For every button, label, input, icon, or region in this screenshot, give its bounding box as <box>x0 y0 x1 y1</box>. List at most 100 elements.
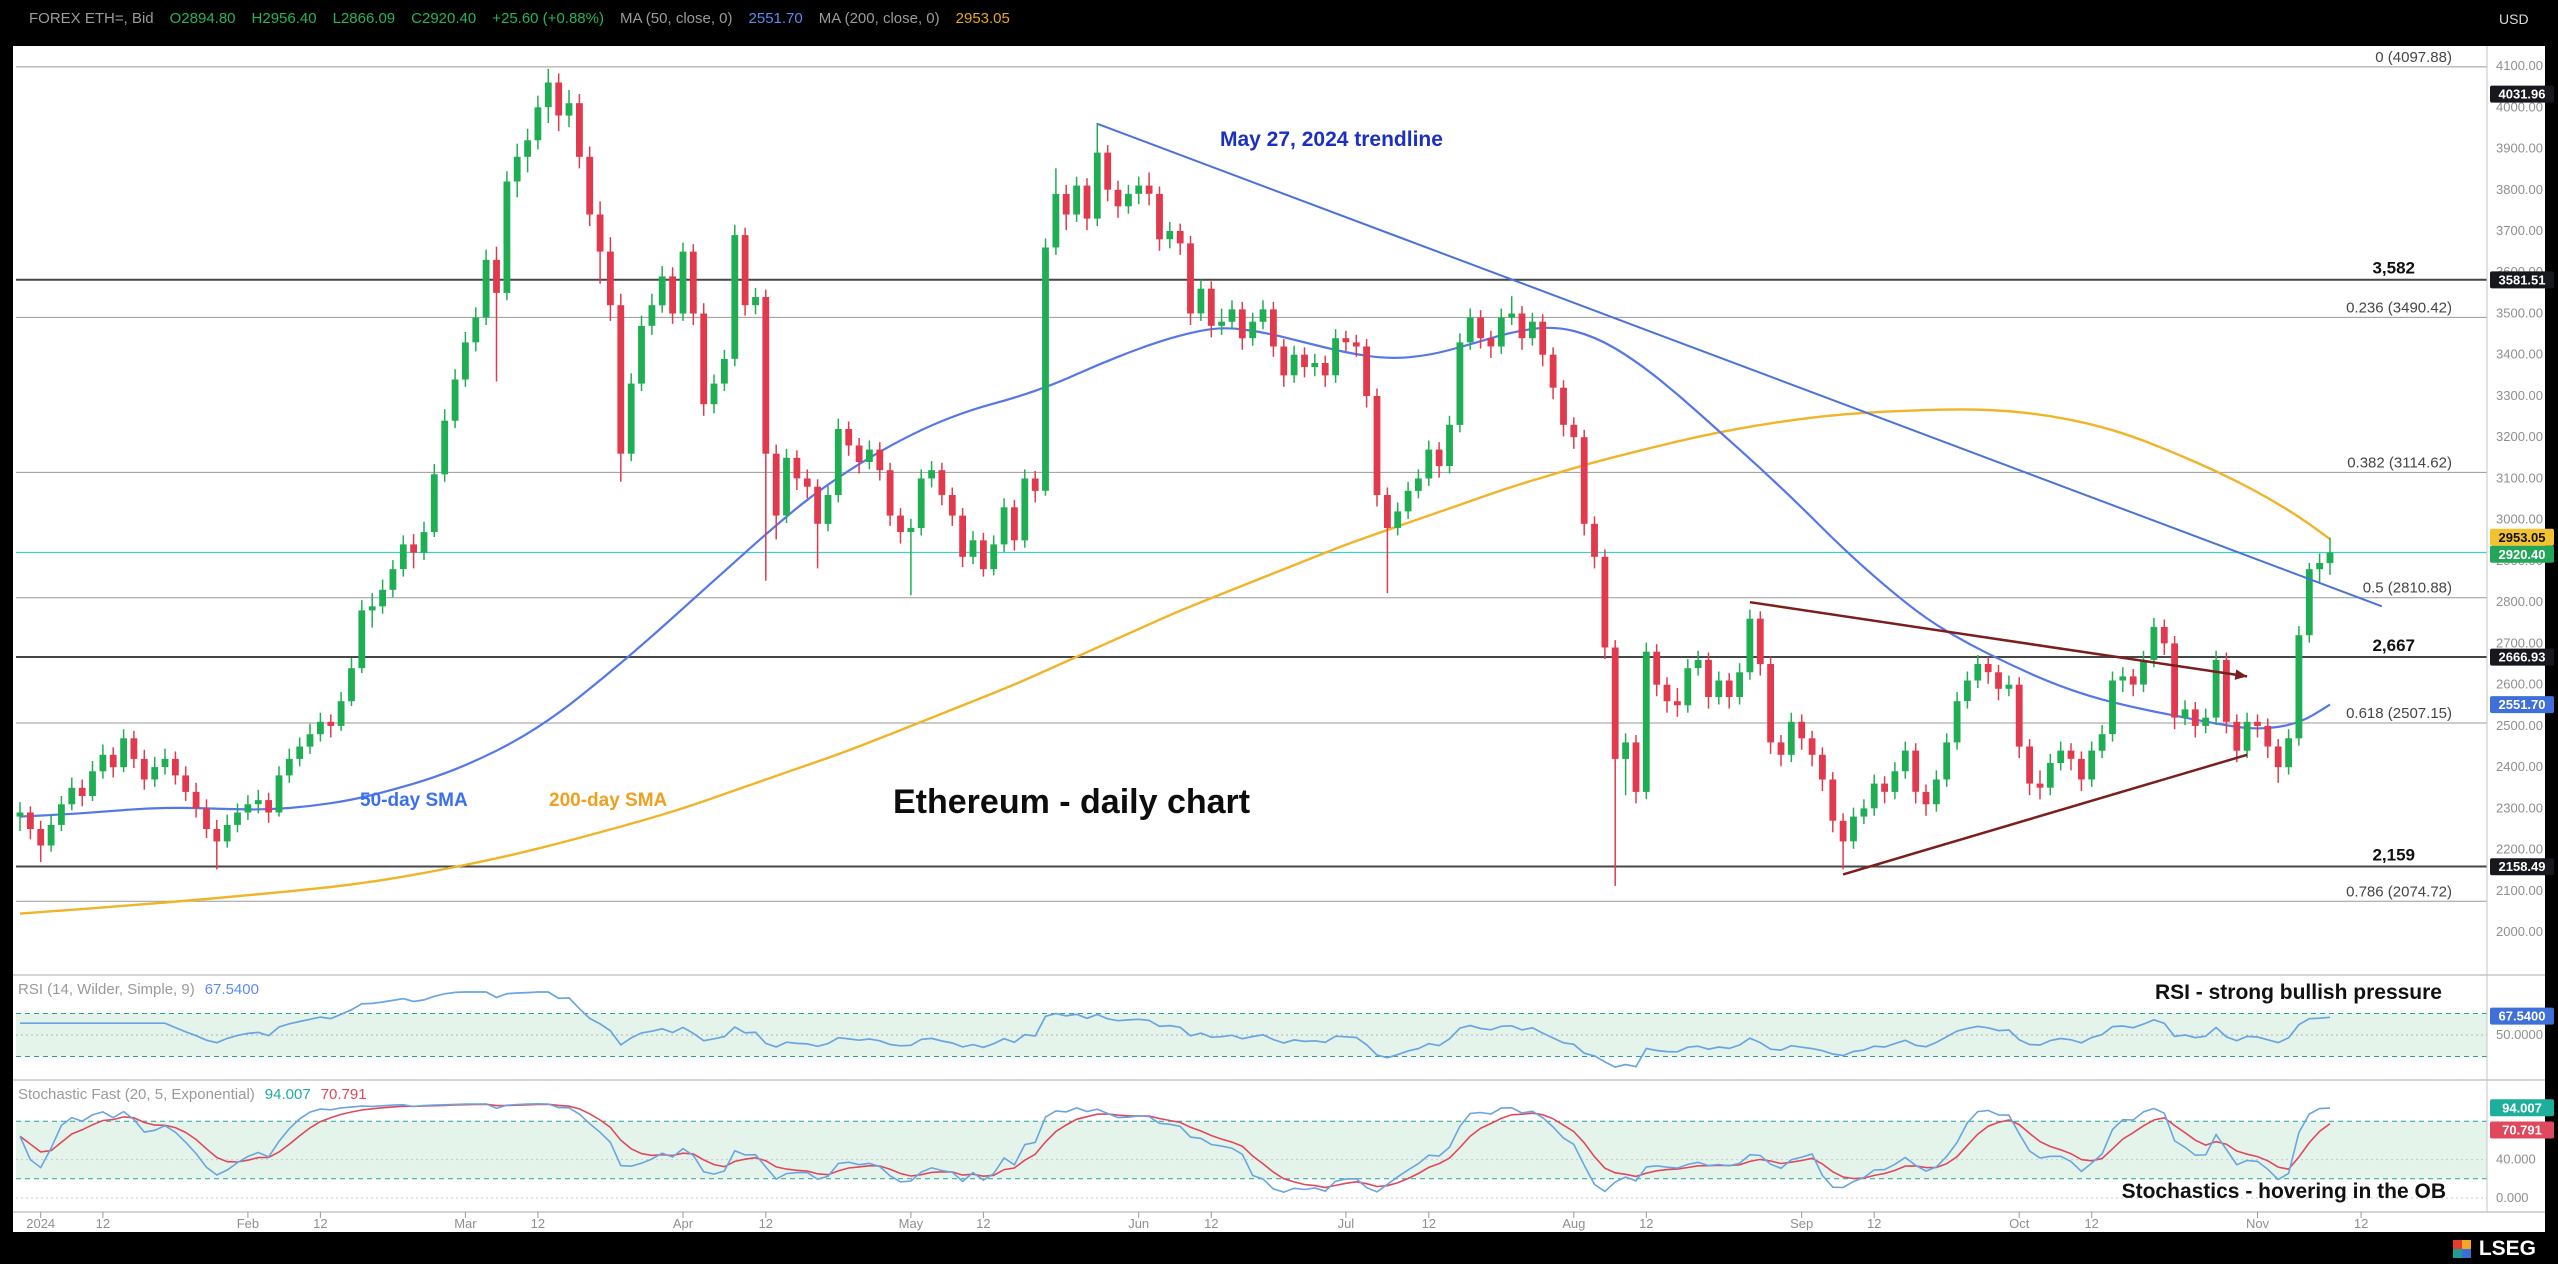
candle-body <box>2295 635 2303 739</box>
rsi-line <box>20 991 2331 1069</box>
key-level-label: 2,159 <box>2372 846 2415 865</box>
candle-body <box>1663 684 1671 702</box>
stoch-d-line <box>19 1103 2331 1189</box>
candle-body <box>223 824 231 842</box>
candle-body <box>627 383 635 454</box>
chart-title: Ethereum - daily chart <box>893 783 1251 821</box>
stoch-k-badge-text: 94.007 <box>2502 1100 2542 1115</box>
rsi-annotation: RSI - strong bullish pressure <box>2154 981 2442 1004</box>
candle-body <box>1995 672 2002 689</box>
candle-body <box>1725 680 1733 697</box>
price-tick-label: 2100.00 <box>2496 883 2543 898</box>
fib-level-label: 0.382 (3114.62) <box>2347 454 2452 471</box>
x-tick-label: Sep <box>1790 1216 1813 1231</box>
price-tick-label: 2700.00 <box>2496 635 2543 650</box>
candle-body <box>503 181 511 293</box>
candle-body <box>855 445 863 462</box>
candle-body <box>2140 659 2147 685</box>
ma200-value: 2953.05 <box>955 10 1010 27</box>
quote-change: +25.60 (+0.88%) <box>492 10 604 27</box>
candle-body <box>2264 725 2272 747</box>
price-tick-label: 2300.00 <box>2496 800 2543 815</box>
candle-body <box>2036 783 2044 788</box>
rsi-mid-label: 50.0000 <box>2496 1027 2543 1042</box>
candle-body <box>58 804 65 825</box>
stoch-k-value: 94.007 <box>264 1086 311 1103</box>
candle-body <box>524 140 531 157</box>
price-badge-text: 2158.49 <box>2499 859 2546 874</box>
candle-body <box>358 610 366 669</box>
candle-body <box>68 787 76 805</box>
candle-body <box>16 812 24 817</box>
candle-body <box>1787 721 1795 755</box>
x-tick-label: 12 <box>759 1216 773 1231</box>
candle-body <box>203 808 210 829</box>
candle-body <box>762 297 770 454</box>
candle-body <box>586 156 594 215</box>
candle-body <box>1052 193 1060 248</box>
price-badge <box>2490 696 2554 714</box>
candle-body <box>669 276 676 314</box>
x-tick-label: 2024 <box>26 1216 55 1231</box>
candle-body <box>1031 478 1039 491</box>
x-tick-label: May <box>899 1216 924 1231</box>
candle-body <box>120 738 127 768</box>
candle-body <box>1953 701 1961 743</box>
candle-body <box>1694 659 1702 669</box>
candle-body <box>555 82 563 116</box>
candle-body <box>1819 754 1826 780</box>
price-tick-label: 3100.00 <box>2496 471 2543 486</box>
candle-body <box>741 235 749 306</box>
candle-body <box>1870 783 1878 809</box>
candle-body <box>928 470 935 479</box>
candle-body <box>980 540 987 570</box>
price-tick-label: 2500.00 <box>2496 718 2543 733</box>
x-tick-label: Aug <box>1562 1216 1585 1231</box>
candle-body <box>1684 668 1692 706</box>
wedge-lower-line <box>1842 753 2248 876</box>
candle-body <box>2078 758 2085 780</box>
candle-body <box>410 544 417 553</box>
candle-body <box>1974 664 1982 681</box>
x-tick-label: Jul <box>1338 1216 1355 1231</box>
price-badge <box>2490 858 2554 876</box>
x-tick-label: 12 <box>976 1216 990 1231</box>
candle-body <box>679 251 687 314</box>
candle-body <box>1363 346 1370 396</box>
candle-body <box>1922 791 1930 805</box>
quote-open: O2894.80 <box>169 10 236 27</box>
candle-body <box>2223 659 2230 722</box>
candle-body <box>814 486 821 524</box>
stoch-indicator-label: Stochastic Fast (20, 5, Exponential) <box>18 1086 255 1103</box>
lseg-logo-icon <box>2452 1240 2471 1258</box>
candle-body <box>1125 193 1132 207</box>
candle-body <box>1011 507 1018 541</box>
candle-body <box>866 449 873 462</box>
price-badge-text: 2953.05 <box>2499 530 2546 545</box>
candle-body <box>317 721 324 735</box>
candle-body <box>140 758 148 780</box>
candle-body <box>1611 647 1619 759</box>
candle-body <box>1881 783 1888 792</box>
candle-body <box>1901 750 1909 772</box>
candle-body <box>783 457 790 516</box>
candle-body <box>1394 511 1402 528</box>
candle-body <box>886 470 894 516</box>
fib-level-label: 0.618 (2507.15) <box>2346 705 2452 722</box>
candle-body <box>1352 342 1360 347</box>
candle-body <box>638 325 645 384</box>
candle-body <box>389 569 397 590</box>
candle-body <box>1508 313 1516 318</box>
candle-body <box>213 829 221 842</box>
price-badge <box>2490 271 2554 289</box>
candle-body <box>834 429 842 495</box>
candle-body <box>130 738 138 759</box>
candle-body <box>1839 820 1847 842</box>
sma200-line <box>19 408 2331 915</box>
candle-body <box>1933 779 1940 805</box>
candle-body <box>1384 495 1391 528</box>
candle-body <box>948 495 956 516</box>
candle-body <box>2026 746 2033 784</box>
candle-body <box>254 800 262 805</box>
